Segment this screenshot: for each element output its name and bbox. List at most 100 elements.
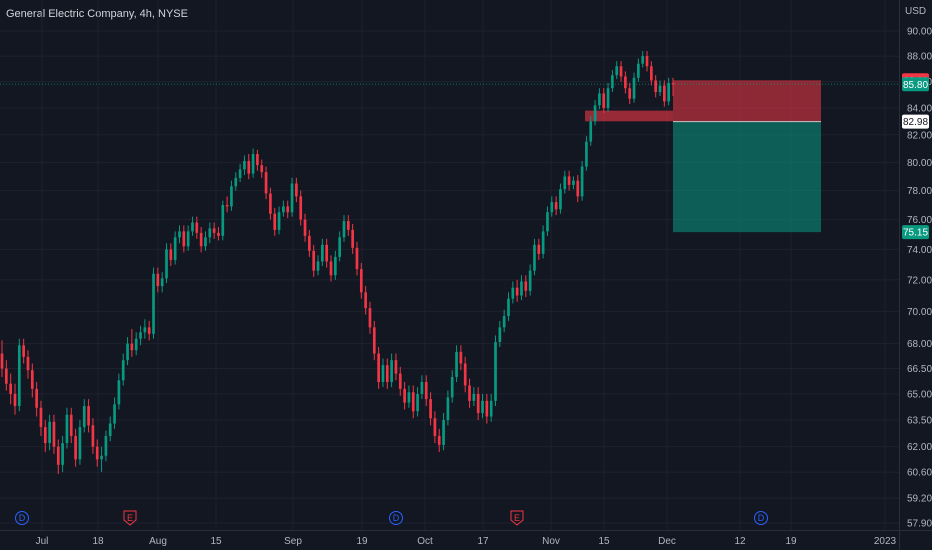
candle-body	[78, 427, 82, 460]
candle	[178, 225, 181, 244]
candle	[494, 335, 497, 407]
y-tick-label: 68.00	[907, 339, 932, 350]
candle	[437, 428, 441, 453]
candle-body	[437, 435, 441, 445]
candle	[282, 200, 285, 217]
candle	[13, 383, 17, 415]
candle-body	[100, 455, 103, 460]
x-tick-label: 17	[477, 536, 489, 547]
candle-body	[65, 414, 69, 444]
candle-body	[628, 88, 632, 99]
candle-body	[286, 206, 290, 213]
candle-body	[117, 380, 121, 405]
candle	[671, 77, 675, 97]
candle	[554, 196, 558, 216]
candle	[165, 243, 168, 283]
earnings-marker: E	[510, 510, 524, 526]
candle	[468, 378, 471, 408]
price-tag-bg	[902, 77, 929, 92]
candle	[645, 51, 649, 72]
candle	[273, 207, 277, 236]
candle	[364, 286, 367, 315]
candle	[446, 390, 450, 426]
candle	[481, 393, 484, 419]
candle-body	[308, 235, 311, 251]
candle	[308, 229, 311, 257]
y-tick-label: 78.00	[907, 186, 932, 197]
candle	[667, 77, 671, 106]
candle	[160, 272, 164, 293]
candle-body	[377, 353, 380, 383]
candle-body	[191, 222, 194, 232]
candle	[39, 400, 43, 436]
candle	[606, 83, 610, 112]
candle-body	[52, 421, 56, 447]
candle	[295, 177, 298, 203]
candle	[173, 231, 177, 265]
candle	[628, 83, 632, 104]
candle-body	[338, 237, 342, 257]
marker-shape	[389, 511, 403, 525]
candle	[559, 183, 562, 214]
candle-body	[82, 406, 86, 428]
candle-body	[472, 393, 476, 401]
candle-body	[485, 400, 489, 417]
candle-body	[169, 249, 173, 260]
candle-body	[147, 327, 151, 334]
candle	[316, 255, 320, 276]
price-tag-label: 85.80	[903, 80, 928, 91]
candle	[22, 338, 25, 364]
candle	[377, 346, 380, 389]
candle-body	[113, 404, 116, 424]
candle	[130, 328, 134, 357]
candle	[26, 350, 30, 379]
marker-shape	[123, 510, 137, 526]
candle	[269, 187, 272, 220]
candle-body	[156, 273, 160, 287]
candle	[502, 309, 506, 333]
candle	[472, 387, 476, 407]
x-tick-label: 19	[356, 536, 368, 547]
candle-body	[221, 205, 225, 236]
candle	[333, 250, 337, 280]
candle-body	[160, 278, 164, 287]
candle-body	[567, 176, 571, 185]
price-tag-label: 82.98	[903, 117, 928, 128]
candle	[411, 385, 415, 419]
dividend-marker: D	[754, 511, 768, 525]
candle-body	[372, 327, 376, 354]
candle-body	[243, 160, 246, 170]
candle	[312, 244, 316, 277]
candle-body	[234, 177, 238, 187]
candle	[247, 154, 251, 180]
candle	[515, 279, 519, 302]
x-tick-label: Sep	[284, 536, 302, 547]
candle-body	[152, 273, 155, 334]
candle	[450, 370, 454, 403]
candle-body	[407, 392, 411, 403]
candle	[585, 136, 588, 171]
candle-body	[22, 345, 25, 357]
candle	[442, 413, 445, 451]
candle-body	[667, 83, 671, 102]
candle-body	[398, 373, 402, 389]
marker-label: D	[393, 513, 400, 523]
candle-body	[121, 360, 125, 381]
candle-body	[321, 244, 324, 262]
candle	[372, 320, 376, 361]
candle	[108, 416, 112, 442]
candle-body	[637, 63, 640, 78]
candle	[420, 375, 424, 400]
candle	[121, 353, 125, 386]
candle-body	[212, 228, 216, 233]
candle-body	[143, 327, 147, 333]
candle-body	[277, 212, 281, 230]
x-tick-label: 18	[92, 536, 104, 547]
candle-body	[403, 388, 406, 403]
candle	[65, 407, 69, 449]
candle	[463, 356, 467, 393]
candle-body	[61, 443, 64, 465]
candle-body	[329, 261, 333, 276]
y-tick-label: 80.00	[907, 158, 932, 169]
